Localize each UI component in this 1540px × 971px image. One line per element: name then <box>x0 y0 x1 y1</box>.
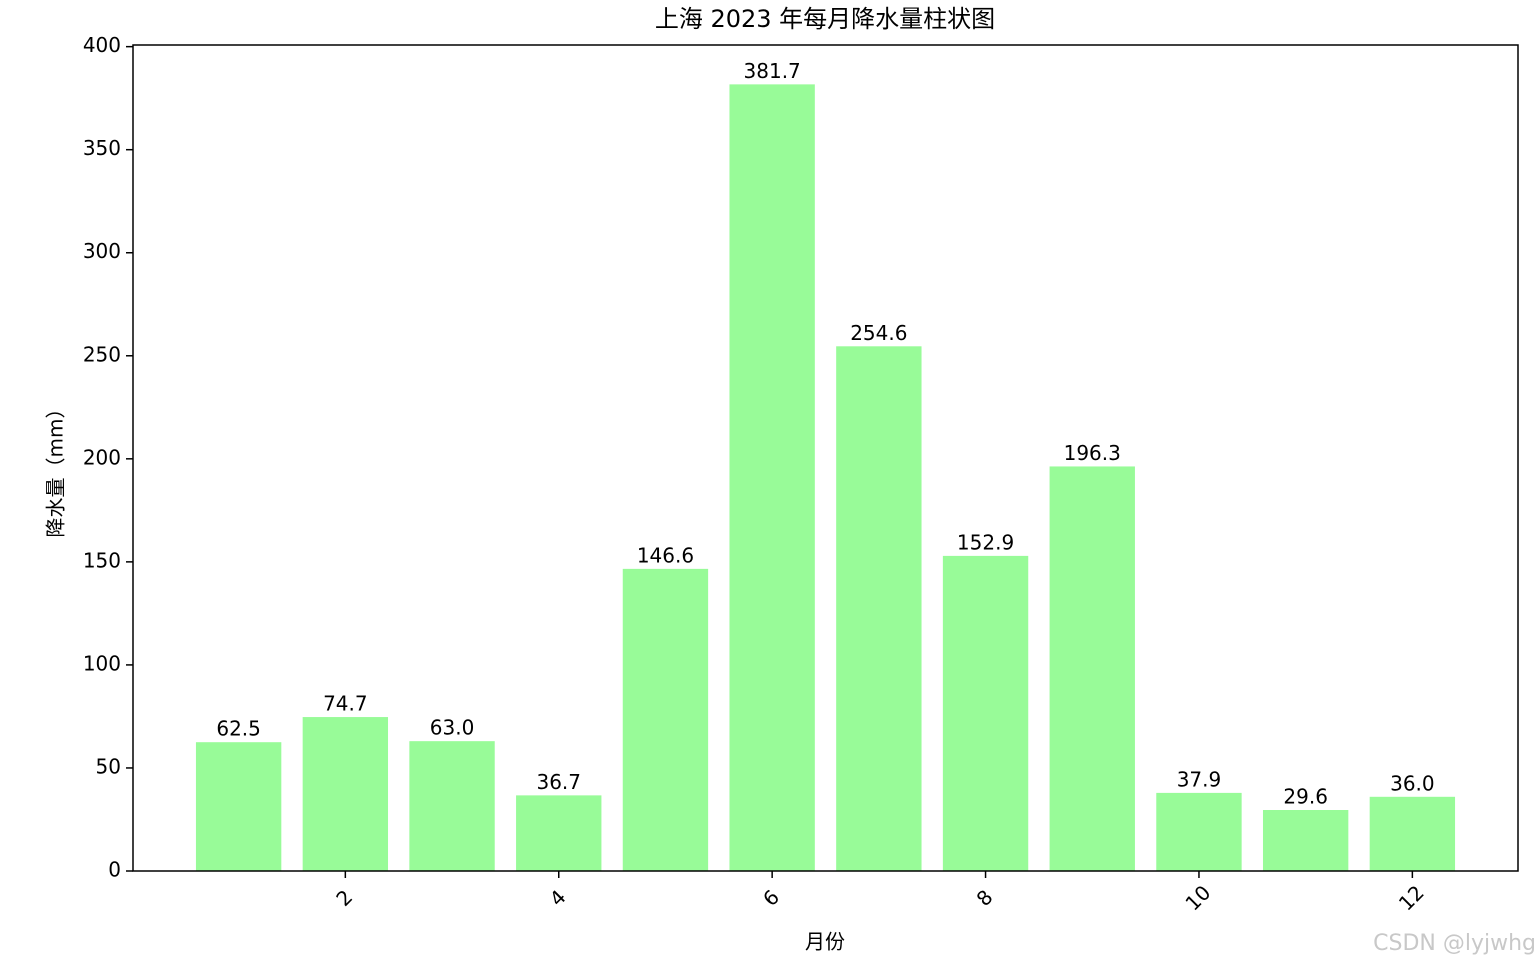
data-label: 254.6 <box>850 321 907 345</box>
y-tick-label: 300 <box>83 239 121 263</box>
data-label: 29.6 <box>1283 784 1328 808</box>
chart-title: 上海 2023 年每月降水量柱状图 <box>655 5 995 33</box>
bar <box>729 84 815 871</box>
bar <box>836 346 922 871</box>
x-axis-label: 月份 <box>805 930 845 954</box>
x-tick-label: 4 <box>545 885 571 911</box>
y-tick-label: 350 <box>83 136 121 160</box>
data-label: 152.9 <box>957 530 1014 554</box>
bar <box>1369 796 1456 871</box>
y-tick-label: 150 <box>83 548 121 572</box>
bar <box>942 555 1029 871</box>
bar <box>195 742 282 871</box>
x-tick-label: 6 <box>758 885 784 911</box>
y-tick-label: 200 <box>83 445 121 469</box>
data-label: 381.7 <box>744 59 801 83</box>
y-tick-label: 250 <box>83 342 121 366</box>
bar <box>409 741 495 871</box>
y-tick-label: 100 <box>83 651 121 675</box>
bar <box>302 717 389 871</box>
data-label: 36.0 <box>1390 771 1435 795</box>
x-tick-label: 10 <box>1180 880 1215 915</box>
watermark: CSDN @lyjwhg <box>1373 931 1536 956</box>
y-tick-label: 400 <box>83 33 121 57</box>
bar <box>622 568 709 871</box>
data-label: 63.0 <box>430 716 475 740</box>
data-label: 74.7 <box>323 692 368 716</box>
bar <box>516 795 602 871</box>
data-label: 37.9 <box>1177 767 1222 791</box>
bar <box>1156 792 1242 871</box>
y-tick-label: 0 <box>108 858 121 882</box>
y-tick-label: 50 <box>96 754 121 778</box>
bar <box>1049 466 1135 871</box>
data-label: 62.5 <box>216 717 261 741</box>
bar <box>1262 809 1349 871</box>
data-label: 36.7 <box>536 770 581 794</box>
plot-frame <box>132 44 1519 872</box>
data-label: 146.6 <box>637 543 694 567</box>
x-tick-label: 2 <box>331 885 357 911</box>
x-tick-label: 12 <box>1394 880 1429 915</box>
y-axis-label: 降水量（mm） <box>44 399 68 538</box>
x-tick-label: 8 <box>972 885 998 911</box>
data-label: 196.3 <box>1064 441 1121 465</box>
